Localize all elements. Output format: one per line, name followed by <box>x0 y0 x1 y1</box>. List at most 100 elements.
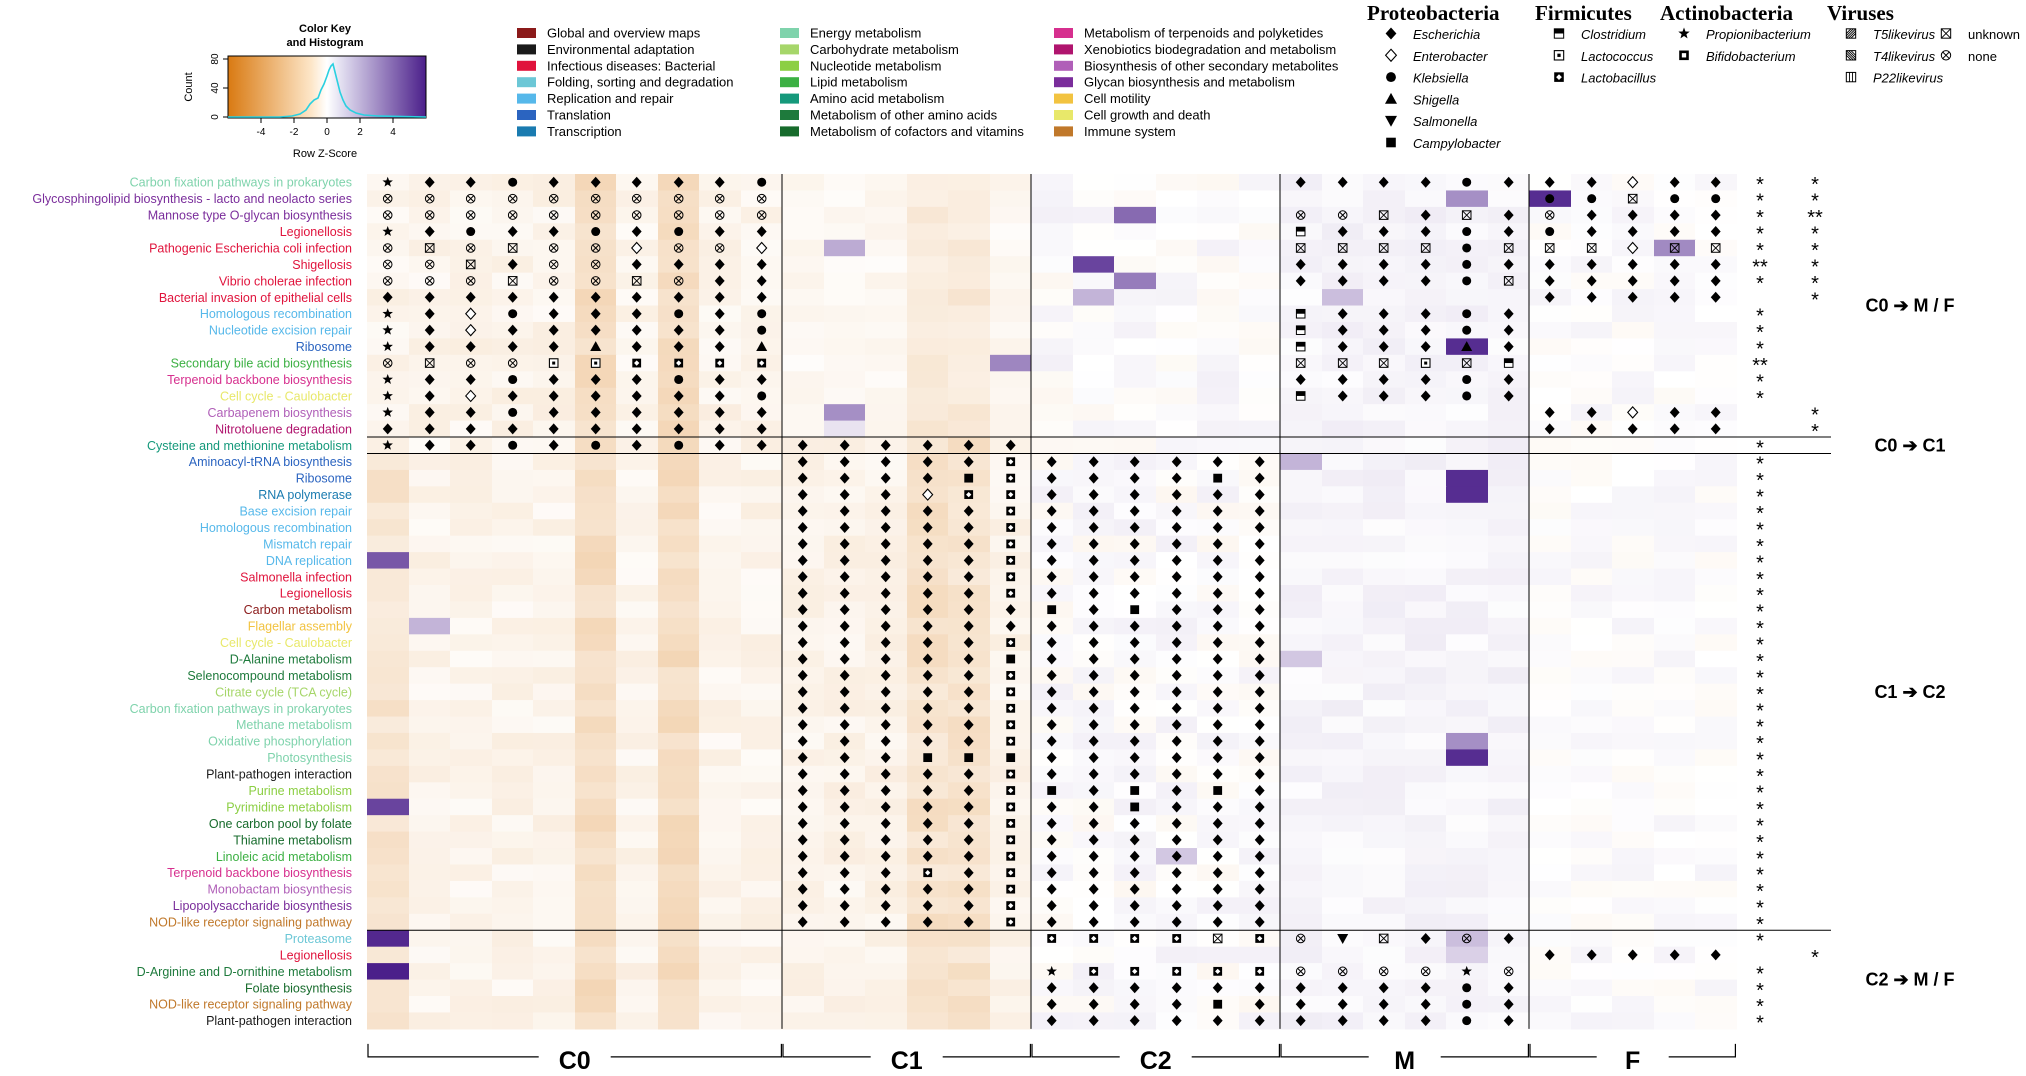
heatmap-cell <box>741 667 783 685</box>
lacto-square-symbol <box>1006 473 1016 483</box>
diamond-symbol <box>839 719 850 731</box>
heatmap-cell <box>367 716 409 734</box>
diamond-symbol <box>922 686 933 698</box>
heatmap-cell <box>1488 420 1530 438</box>
significance-mark: * <box>1756 930 1764 952</box>
diamond-symbol <box>880 653 891 665</box>
square-symbol <box>1006 654 1016 664</box>
row-label: NOD-like receptor signaling pathway <box>149 916 353 930</box>
significance-mark: * <box>1756 717 1764 739</box>
diamond-symbol <box>880 916 891 928</box>
circle-x-symbol <box>507 193 518 204</box>
heatmap-cell <box>450 930 492 948</box>
genus-label: P22likevirus <box>1873 71 1944 86</box>
circle-symbol <box>1462 983 1472 993</box>
heatmap-cell <box>699 930 741 948</box>
heatmap-cell <box>409 683 451 701</box>
circle-symbol <box>1462 1016 1472 1026</box>
heatmap-cell <box>1695 963 1737 981</box>
heatmap-cell <box>1654 979 1696 997</box>
heatmap-cell <box>533 683 575 701</box>
heatmap-cell <box>741 519 783 537</box>
bifido-square-symbol <box>1679 50 1689 61</box>
heatmap-cell <box>1239 354 1281 372</box>
diamond-symbol <box>922 604 933 616</box>
heatmap-cell <box>824 305 866 323</box>
diamond-symbol <box>465 374 476 385</box>
heatmap-cell <box>699 486 741 504</box>
heatmap-cell <box>1612 864 1654 882</box>
heatmap-cell <box>533 765 575 783</box>
heatmap-cell <box>741 946 783 964</box>
diamond-symbol <box>1088 653 1099 665</box>
key-xtick-label: 0 <box>324 127 330 138</box>
heatmap-cell <box>1695 848 1737 866</box>
heatmap-cell <box>658 700 700 718</box>
heatmap-cell <box>1197 437 1239 455</box>
circle-symbol <box>1386 72 1396 83</box>
heatmap-cell <box>1529 996 1571 1014</box>
genus-label: Shigella <box>1413 92 1459 107</box>
heatmap-cell <box>1612 568 1654 586</box>
heatmap-cell <box>1571 848 1613 866</box>
heatmap-cell <box>409 913 451 931</box>
diamond-symbol <box>963 719 974 731</box>
heatmap-cell <box>1654 437 1696 455</box>
heatmap-cell <box>450 732 492 750</box>
heatmap-cell <box>948 223 990 241</box>
heatmap-cell <box>1363 700 1405 718</box>
diamond-symbol <box>1129 719 1140 731</box>
diamond-symbol <box>1669 291 1680 303</box>
significance-mark: * <box>1756 815 1764 837</box>
diamond-symbol <box>1544 176 1555 188</box>
heatmap-cell <box>533 831 575 849</box>
diamond-symbol <box>673 390 684 402</box>
heatmap-cell <box>1031 289 1073 307</box>
circle-x-symbol <box>465 358 476 368</box>
row-label: Pathogenic Escherichia coli infection <box>149 241 352 255</box>
x-square-symbol <box>1544 243 1555 253</box>
diamond-symbol <box>1544 258 1555 270</box>
heatmap-cell <box>450 634 492 652</box>
diamond-symbol <box>1544 406 1555 418</box>
diamond-symbol <box>1627 209 1638 221</box>
row-label: Plant-pathogen interaction <box>206 1014 352 1028</box>
significance-mark: * <box>1756 914 1764 936</box>
diamond-symbol <box>1254 900 1265 912</box>
heatmap-cell <box>948 289 990 307</box>
lacto-square-symbol <box>1172 934 1182 943</box>
diamond-symbol <box>590 176 601 188</box>
diamond-symbol <box>963 554 974 566</box>
diamond-symbol <box>1171 554 1182 566</box>
diamond-symbol <box>839 653 850 665</box>
heatmap-cell <box>450 765 492 783</box>
heatmap-cell <box>1073 174 1115 192</box>
heatmap-cell <box>1695 798 1737 816</box>
diamond-symbol <box>839 571 850 583</box>
diamond-symbol <box>963 538 974 550</box>
heatmap-cell <box>1280 897 1322 915</box>
heatmap-cell <box>907 206 949 224</box>
diamond-symbol <box>1710 291 1721 303</box>
diamond-symbol <box>1171 785 1182 796</box>
diamond-symbol <box>1212 521 1223 533</box>
diamond-symbol <box>1088 801 1099 813</box>
heatmap-cell <box>1612 930 1654 948</box>
heatmap-cell <box>616 979 658 997</box>
diamond-symbol <box>1171 768 1182 780</box>
heatmap-cell <box>1405 617 1447 635</box>
diamond-symbol <box>1088 900 1099 912</box>
x-square-symbol <box>1212 933 1223 944</box>
diamond-symbol <box>1088 456 1099 468</box>
heatmap-cell <box>1695 371 1737 389</box>
group-label: F <box>1625 1047 1640 1075</box>
square-symbol <box>1047 605 1057 615</box>
circle-symbol <box>1462 374 1472 385</box>
heatmap-cell <box>575 1012 617 1030</box>
row-label: Folate biosynthesis <box>245 981 352 995</box>
diamond-symbol <box>1171 637 1182 649</box>
diamond-symbol <box>1005 604 1016 616</box>
heatmap-cell <box>409 864 451 882</box>
heatmap-cell <box>824 1012 866 1030</box>
